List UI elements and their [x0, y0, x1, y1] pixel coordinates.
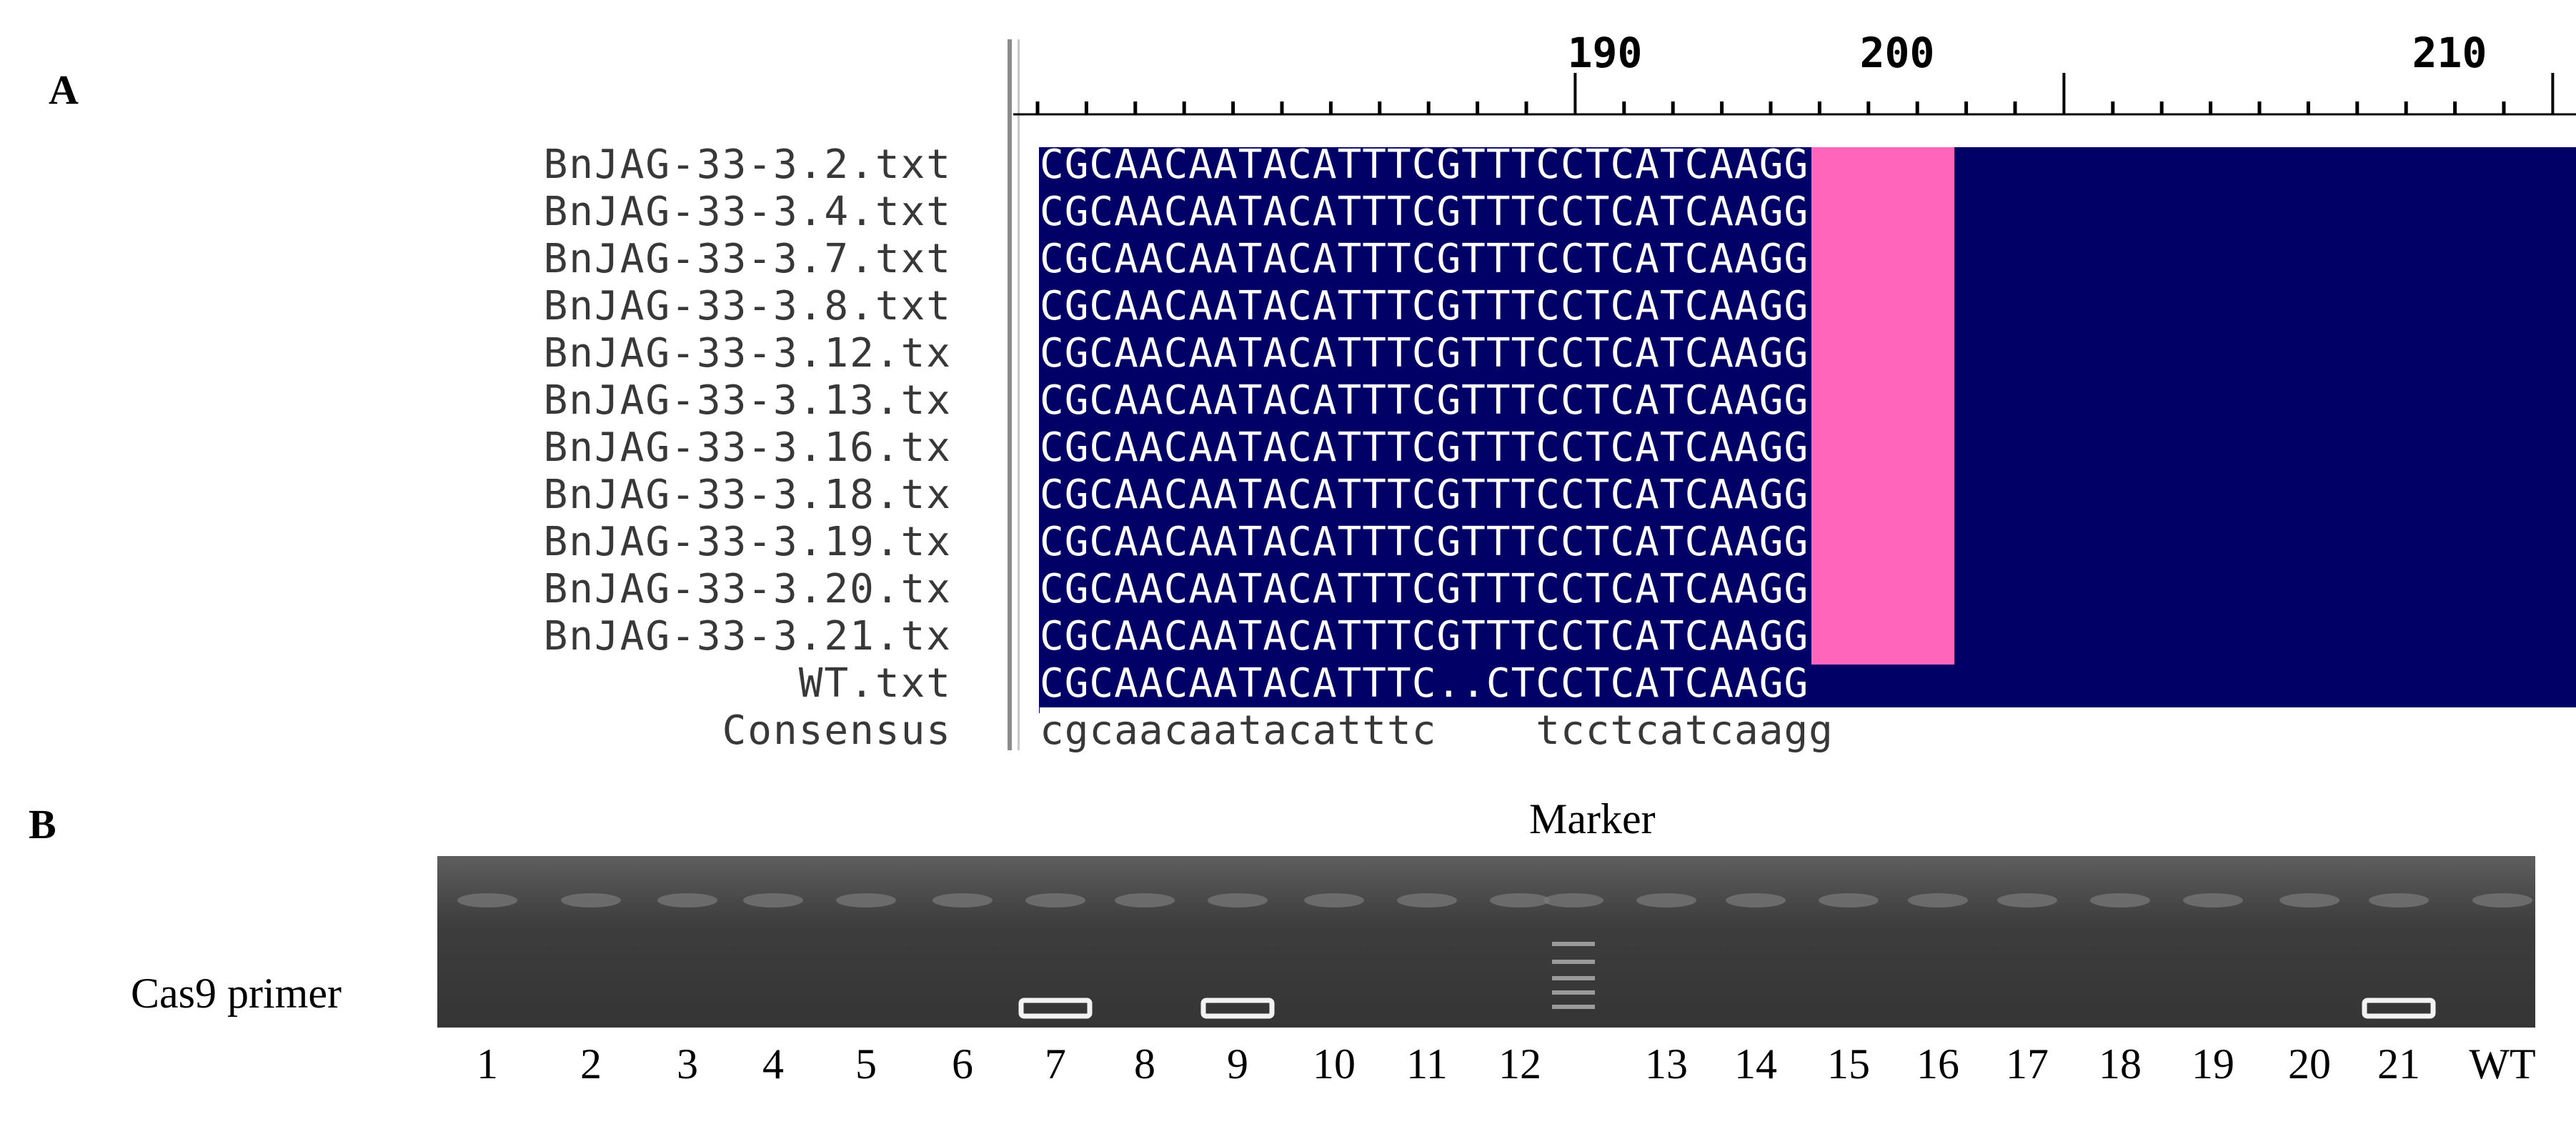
gel-well	[836, 893, 896, 907]
sequence-name: WT.txt	[798, 660, 952, 707]
gel-well	[1304, 893, 1364, 907]
ladder-band	[1552, 990, 1595, 995]
gel-well	[457, 893, 517, 907]
gel-well	[2183, 893, 2243, 907]
lane-number: 11	[1406, 1040, 1448, 1088]
lane-number: 4	[762, 1040, 784, 1088]
sequence-name: BnJAG-33-3.18.tx	[543, 472, 952, 518]
ruler-tick-group	[1035, 73, 2555, 114]
gel-well	[2090, 893, 2150, 907]
ladder-band	[1552, 960, 1595, 964]
primer-label: Cas9 primer	[131, 970, 342, 1017]
lane-number: 20	[2288, 1040, 2331, 1088]
gel-well	[1819, 893, 1879, 907]
sequence-name: BnJAG-33-3.20.tx	[543, 566, 952, 612]
lane-number: 1	[477, 1040, 498, 1088]
sequence-row: CGCAACAATACATTTCGTTTCCTCATCAAGG	[1040, 330, 1809, 377]
gel-well	[1997, 893, 2057, 907]
positive-band	[1018, 998, 1093, 1019]
sequence-name: BnJAG-33-3.2.txt	[543, 141, 952, 188]
gel-well	[933, 893, 993, 907]
ruler-label-200: 200	[1860, 30, 1935, 77]
consensus-name: Consensus	[722, 707, 952, 754]
ruler-label-210: 210	[2412, 30, 2487, 77]
consensus-sequence: cgcaacaatacatttc tcctcatcaagg	[1040, 707, 2576, 755]
sequence-row: CGCAACAATACATTTC..CTCCTCATCAAGG	[1040, 660, 1809, 707]
sequence-name: BnJAG-33-3.7.txt	[543, 236, 952, 282]
lane-number: 19	[2192, 1040, 2234, 1088]
gel-well	[743, 893, 803, 907]
sequence-row: CGCAACAATACATTTCGTTTCCTCATCAAGG	[1040, 236, 1809, 282]
lane-number: 3	[677, 1040, 698, 1088]
sequence-row: CGCAACAATACATTTCGTTTCCTCATCAAGG	[1040, 424, 1809, 471]
sequence-name: BnJAG-33-3.4.txt	[543, 189, 952, 235]
sequence-row: CGCAACAATACATTTCGTTTCCTCATCAAGG	[1040, 141, 1809, 188]
gel-bands	[1018, 998, 2436, 1019]
lane-number: 12	[1498, 1040, 1541, 1088]
lane-number: 16	[1916, 1040, 1959, 1088]
positive-band	[2362, 998, 2436, 1019]
sequence-row: CGCAACAATACATTTCGTTTCCTCATCAAGG	[1040, 519, 1809, 565]
position-ruler: 190 200 210	[1013, 30, 2576, 116]
gel-image	[437, 856, 2535, 1028]
insertion-highlight	[1811, 147, 1954, 665]
panel-label-a: A	[49, 66, 79, 113]
lane-number: 17	[2006, 1040, 2049, 1088]
sequence-row: CGCAACAATACATTTCGTTTCCTCATCAAGG	[1040, 189, 1809, 235]
ladder-band	[1552, 942, 1595, 946]
sequence-name-list: BnJAG-33-3.2.txt BnJAG-33-3.4.txt BnJAG-33…	[86, 141, 952, 755]
lane-number: 8	[1134, 1040, 1155, 1088]
sequence-name: BnJAG-33-3.12.tx	[543, 330, 952, 377]
gel-well	[1490, 893, 1550, 907]
gel-well	[2369, 893, 2429, 907]
alignment-background	[1039, 147, 2576, 713]
gel-well	[1397, 893, 1457, 907]
gel-well	[1115, 893, 1175, 907]
sequence-name: BnJAG-33-3.8.txt	[543, 283, 952, 329]
gel-well	[1726, 893, 1786, 907]
lane-number: 6	[952, 1040, 973, 1088]
sequence-list: CGCAACAATACATTTCGTTTCCTCATCAAGG CGCAACAAT…	[1040, 141, 2576, 707]
lane-number: 14	[1734, 1040, 1777, 1088]
alignment-left-border	[1008, 39, 1012, 750]
lane-number: WT	[2469, 1040, 2536, 1088]
gel-well	[1636, 893, 1696, 907]
gel-well	[657, 893, 717, 907]
sequence-row: CGCAACAATACATTTCGTTTCCTCATCAAGG	[1040, 283, 1809, 329]
gel-well	[2279, 893, 2339, 907]
sequence-name: BnJAG-33-3.13.tx	[543, 377, 952, 424]
panel-label-b: B	[29, 801, 56, 847]
positive-band	[1200, 998, 1275, 1019]
sequence-row: CGCAACAATACATTTCGTTTCCTCATCAAGG	[1040, 566, 1809, 612]
lane-number: 21	[2377, 1040, 2420, 1088]
lane-number: 13	[1645, 1040, 1688, 1088]
gel-well	[1208, 893, 1268, 907]
lane-number: 7	[1045, 1040, 1066, 1088]
sequence-row: CGCAACAATACATTTCGTTTCCTCATCAAGG	[1040, 377, 1809, 424]
lane-number: 5	[855, 1040, 877, 1088]
marker-label: Marker	[1529, 795, 1656, 842]
lane-number: 2	[580, 1040, 602, 1088]
gel-well	[1543, 893, 1603, 907]
sequence-name: BnJAG-33-3.16.tx	[543, 424, 952, 471]
sequence-name: BnJAG-33-3.21.tx	[543, 613, 952, 660]
sequence-row: CGCAACAATACATTTCGTTTCCTCATCAAGG	[1040, 472, 1809, 518]
lane-number: 10	[1313, 1040, 1356, 1088]
gel-well	[1908, 893, 1968, 907]
marker-ladder	[1552, 942, 1595, 1009]
alignment-left-border-inner	[1018, 39, 1020, 750]
gel-well	[561, 893, 621, 907]
ladder-band	[1552, 976, 1595, 980]
lane-number-row: 1 2 3 4 5 6 7 8 9 10 11 12 13 14 15 16 17 18 19 20 21 WT	[437, 1040, 2545, 1097]
lane-number: 18	[2099, 1040, 2142, 1088]
ruler-label-190: 190	[1568, 30, 1643, 77]
gel-well	[2472, 893, 2532, 907]
gel-well	[1025, 893, 1085, 907]
gel-wells	[457, 893, 2532, 907]
sequence-name: BnJAG-33-3.19.tx	[543, 519, 952, 565]
lane-number: 9	[1227, 1040, 1248, 1088]
lane-number: 15	[1827, 1040, 1870, 1088]
ladder-band	[1552, 1005, 1595, 1009]
sequence-row: CGCAACAATACATTTCGTTTCCTCATCAAGG	[1040, 613, 1809, 660]
